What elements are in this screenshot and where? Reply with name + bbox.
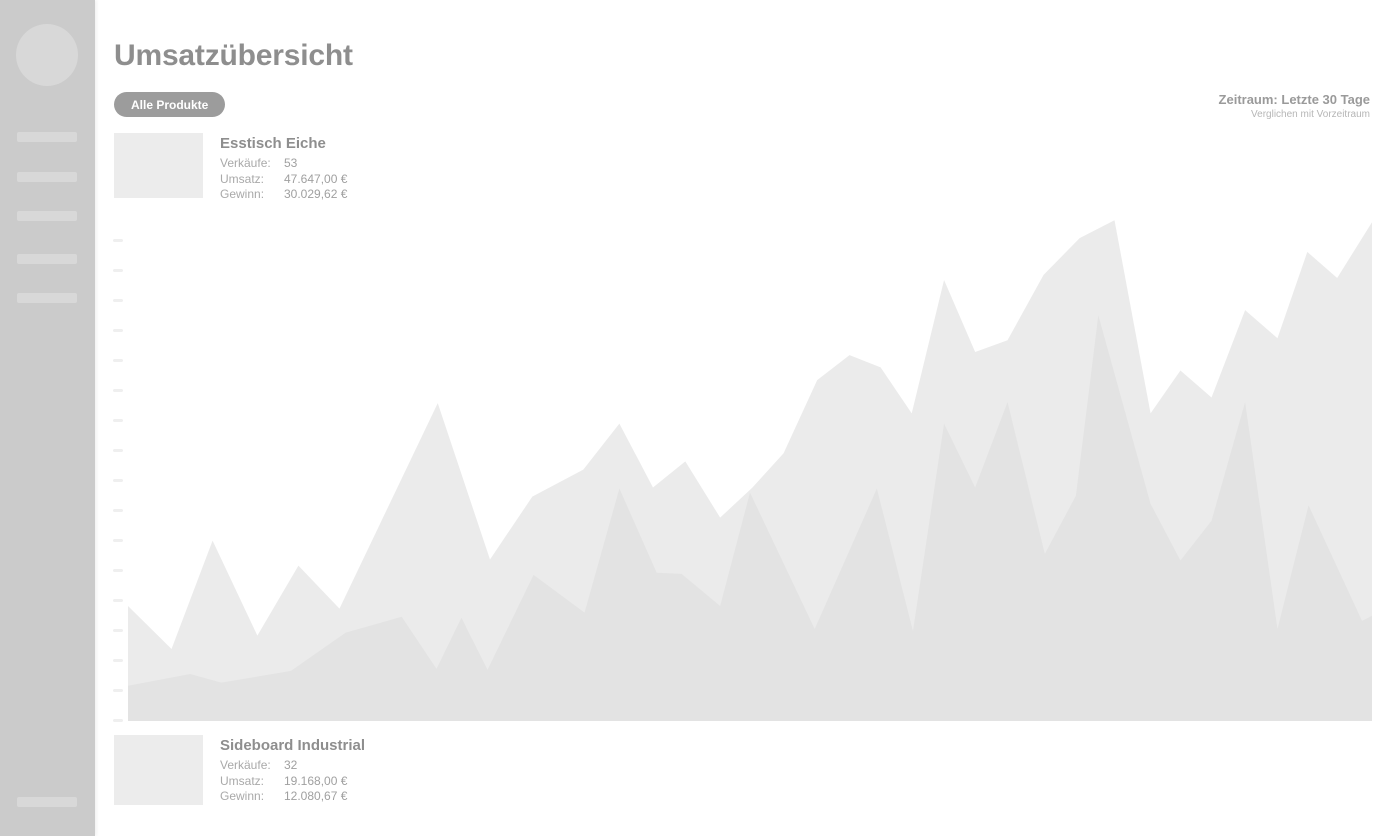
metric-value: 30.029,62 € (284, 187, 348, 201)
metric-label: Umsatz: (220, 171, 265, 186)
period-compare-label: Verglichen mit Vorzeitraum (1251, 109, 1370, 120)
product-card-sideboard[interactable]: Sideboard Industrial Verkäufe: 32 Umsatz:… (114, 735, 365, 805)
metric-row: Verkäufe: 32 (220, 758, 365, 774)
y-tick (113, 628, 123, 632)
y-tick (113, 238, 123, 242)
y-tick (113, 718, 123, 722)
sidebar-nav-placeholder-3[interactable] (17, 211, 77, 221)
y-tick (113, 508, 123, 512)
product-name: Sideboard Industrial (220, 737, 366, 754)
area-chart-svg (128, 220, 1372, 721)
y-axis-ticks (113, 210, 123, 722)
metric-value: 19.168,00 € (284, 773, 348, 788)
sidebar-nav-placeholder-2[interactable] (17, 172, 77, 182)
metric-value: 47.647,00 € (284, 171, 348, 186)
y-tick (113, 418, 123, 422)
y-tick (113, 538, 123, 542)
sidebar-nav-placeholder-4[interactable] (17, 254, 77, 264)
metric-label: Gewinn: (220, 789, 265, 803)
sidebar-nav-placeholder-5[interactable] (17, 293, 77, 303)
y-tick (113, 658, 123, 662)
metric-row: Umsatz: 47.647,00 € (220, 172, 347, 188)
metric-label: Umsatz: (220, 773, 265, 788)
sidebar (0, 0, 95, 836)
metric-row: Verkäufe: 53 (220, 156, 347, 172)
product-thumbnail (114, 735, 203, 805)
period-info: Zeitraum: Letzte 30 Tage Verglichen mit … (1219, 93, 1370, 121)
avatar[interactable] (16, 24, 78, 86)
metric-row: Umsatz: 19.168,00 € (220, 774, 365, 790)
y-tick (113, 268, 123, 272)
revenue-area-chart (128, 210, 1372, 721)
y-tick (113, 478, 123, 482)
product-card-esstisch[interactable]: Esstisch Eiche Verkäufe: 53 Umsatz: 47.647… (114, 133, 347, 203)
metric-row: Gewinn: 12.080,67 € (220, 789, 365, 805)
metric-value: 32 (284, 758, 298, 772)
y-tick (113, 688, 123, 692)
metric-label: Verkäufe: (220, 156, 271, 170)
product-name: Esstisch Eiche (220, 135, 326, 152)
y-tick (113, 388, 123, 392)
metric-label: Verkäufe: (220, 758, 271, 772)
product-details: Sideboard Industrial Verkäufe: 32 Umsatz:… (220, 735, 365, 805)
page-title: Umsatzübersicht (114, 39, 353, 72)
y-tick (113, 298, 123, 302)
product-details: Esstisch Eiche Verkäufe: 53 Umsatz: 47.647… (220, 133, 347, 203)
period-label: Zeitraum: Letzte 30 Tage (1218, 92, 1370, 107)
y-tick (113, 358, 123, 362)
y-tick (113, 328, 123, 332)
sidebar-nav-placeholder-bottom[interactable] (17, 797, 77, 807)
metric-row: Gewinn: 30.029,62 € (220, 187, 347, 203)
y-tick (113, 598, 123, 602)
area-series-sideboard (128, 315, 1372, 721)
metric-value: 53 (284, 156, 298, 170)
sidebar-nav-placeholder-1[interactable] (17, 132, 77, 142)
metric-value: 12.080,67 € (284, 789, 348, 803)
y-tick (113, 448, 123, 452)
product-thumbnail (114, 133, 203, 198)
metric-label: Gewinn: (220, 187, 265, 201)
y-tick (113, 568, 123, 572)
product-filter-button[interactable]: Alle Produkte (114, 92, 226, 117)
